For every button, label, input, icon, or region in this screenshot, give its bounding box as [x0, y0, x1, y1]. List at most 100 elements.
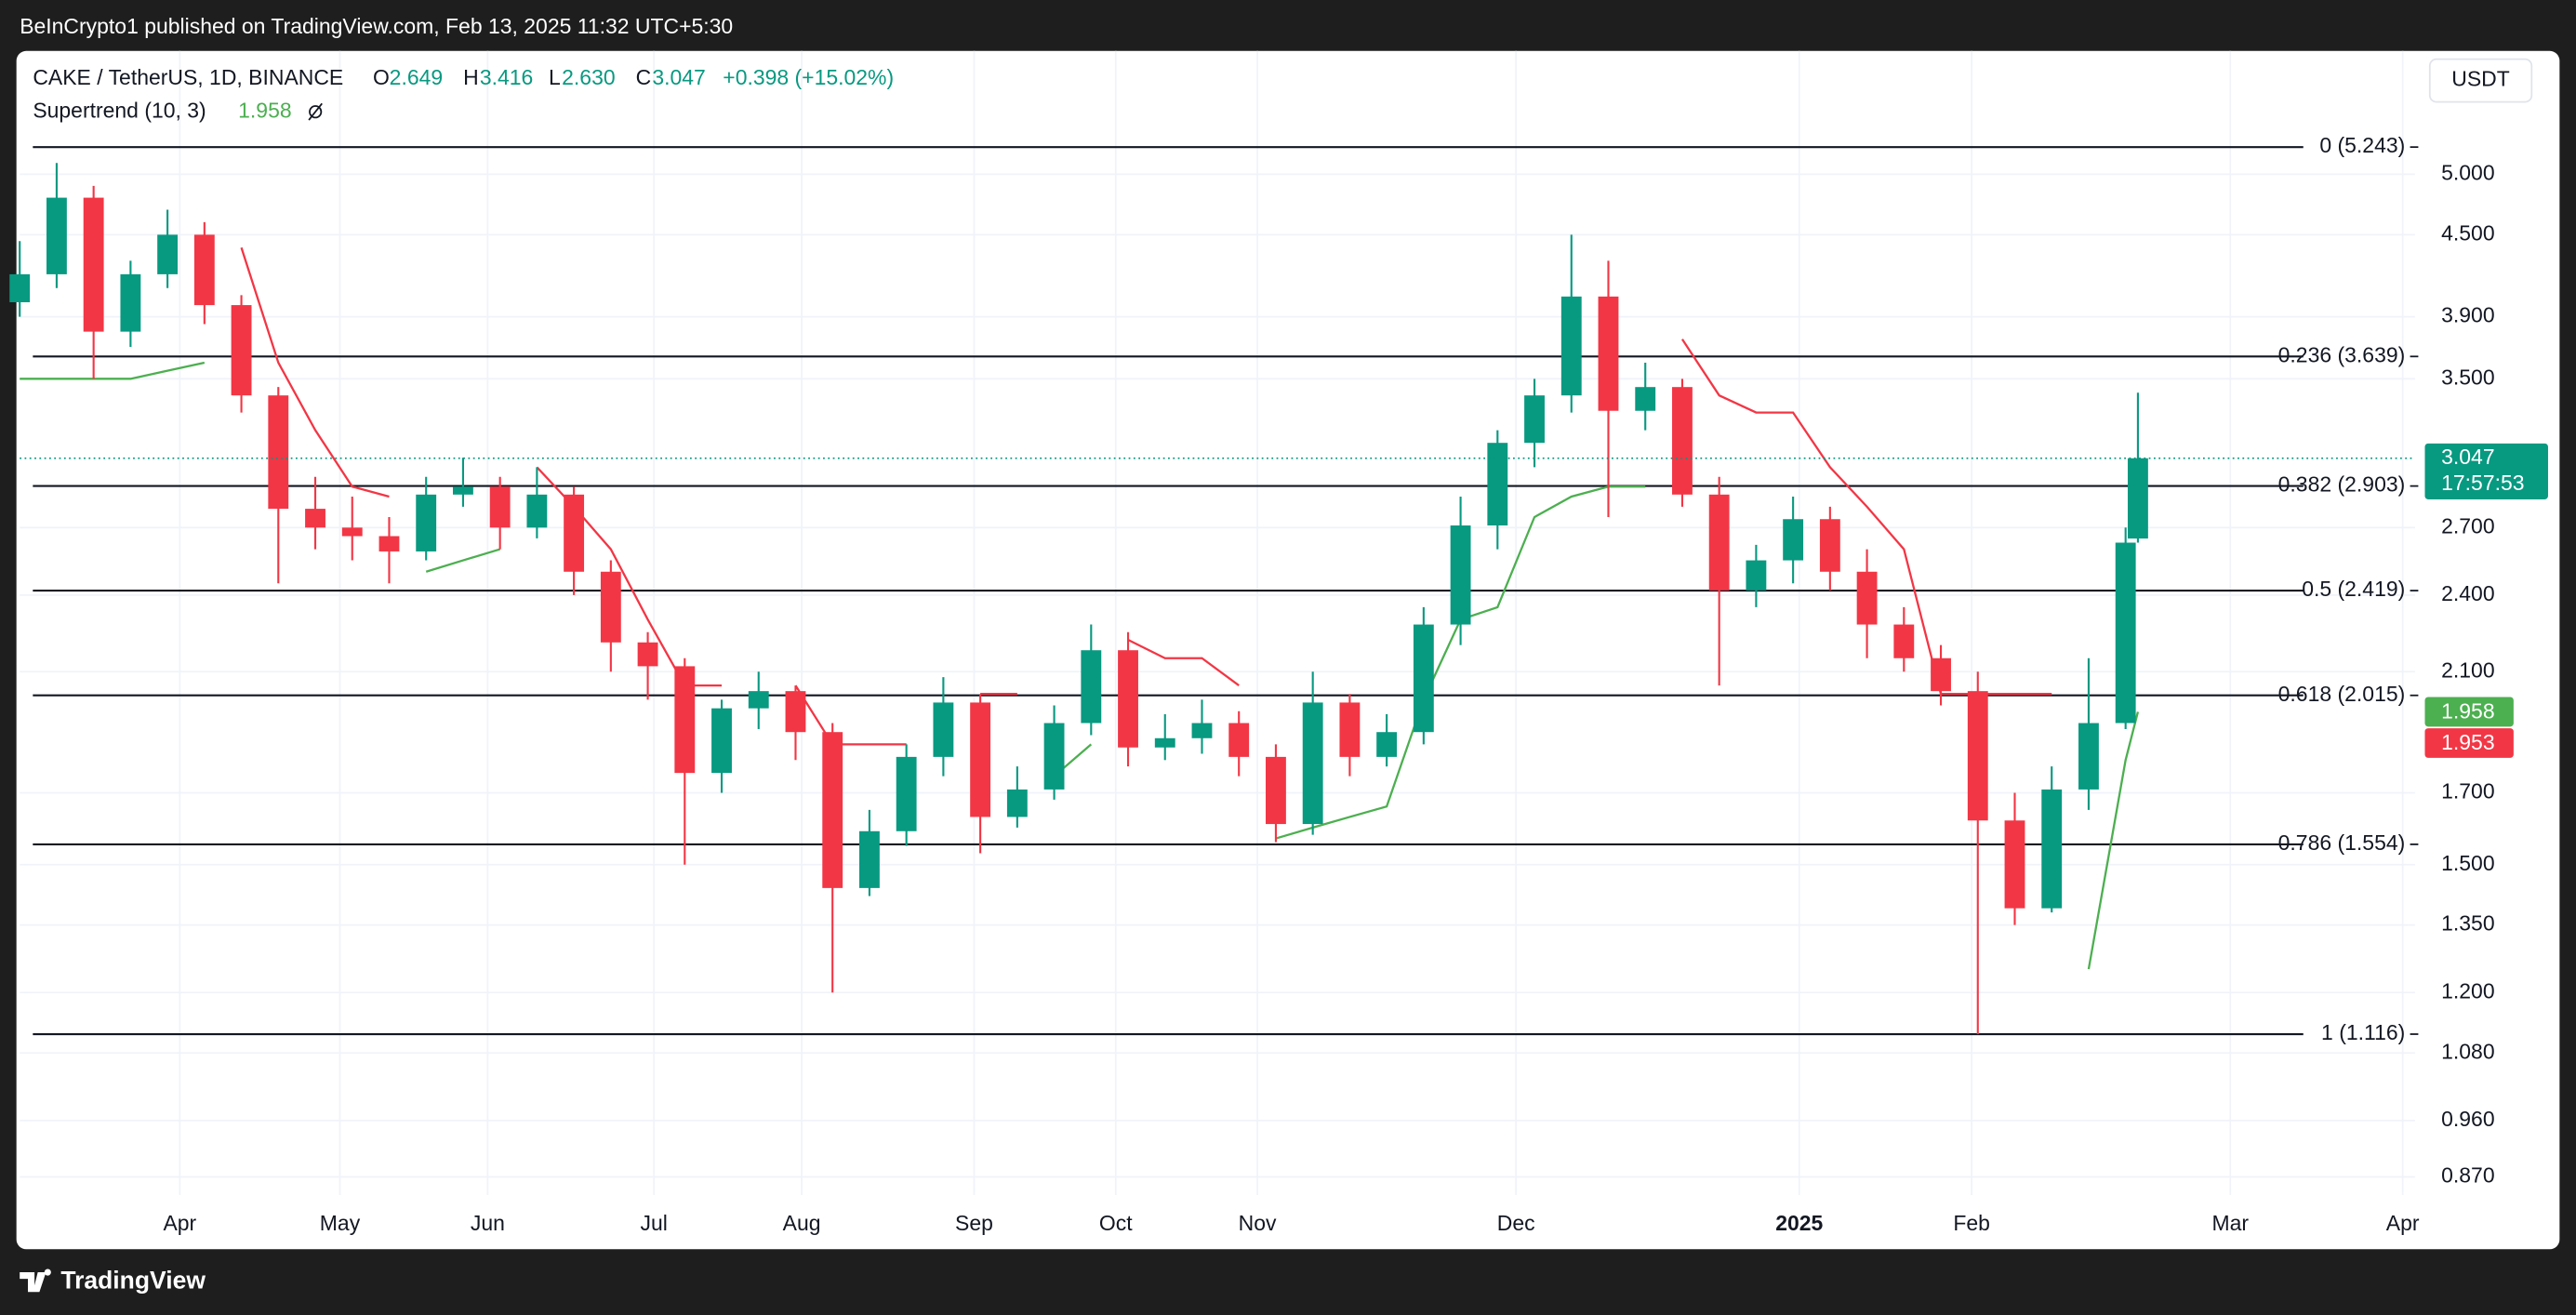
x-tick-label: May — [320, 1211, 361, 1235]
x-tick-label: Feb — [1953, 1211, 1990, 1235]
candle-body — [1893, 624, 1915, 658]
candle-body — [711, 708, 732, 774]
candle-body — [1266, 756, 1286, 825]
candle-body — [231, 305, 252, 396]
candle-body — [416, 494, 437, 551]
candle-body — [859, 830, 880, 888]
candle-body — [2078, 723, 2099, 790]
candle-body — [1967, 691, 1988, 821]
candle-body — [1006, 789, 1028, 817]
chart-panel — [16, 50, 2560, 1250]
candle-body — [1819, 519, 1840, 572]
y-tick-label: 5.000 — [2441, 160, 2494, 184]
candle-body — [1339, 702, 1361, 757]
y-tick-label: 1.080 — [2441, 1039, 2494, 1063]
hide-icon[interactable] — [308, 102, 323, 121]
fib-label: 0.618 (2.015) — [2278, 682, 2406, 706]
y-tick-label: 2.100 — [2441, 658, 2494, 682]
symbol-title: CAKE / TetherUS, 1D, BINANCE — [33, 65, 343, 89]
candle-body — [748, 691, 769, 709]
indicator-name[interactable]: Supertrend (10, 3) — [33, 98, 206, 122]
candle-body — [1191, 723, 1213, 738]
currency-button[interactable]: USDT — [2428, 58, 2533, 103]
x-tick-label: Apr — [2386, 1211, 2420, 1235]
x-tick-label: Mar — [2211, 1211, 2249, 1235]
candle-body — [970, 702, 991, 817]
candle-body — [1376, 732, 1398, 757]
candle-body — [1635, 387, 1656, 411]
y-tick-label: 1.700 — [2441, 779, 2494, 804]
legend: CAKE / TetherUS, 1D, BINANCE O 2.649 H 3… — [33, 65, 894, 122]
candle-body — [1931, 658, 1951, 692]
candle-body — [1081, 650, 1102, 724]
legend-low: 2.630 — [562, 65, 615, 89]
y-tick-label: 0.960 — [2441, 1107, 2494, 1131]
candle-body — [1302, 702, 1323, 825]
x-tick-label: Aug — [783, 1211, 821, 1235]
candle-body — [489, 486, 511, 528]
candle-body — [822, 732, 843, 888]
x-tick-label: Jun — [471, 1211, 505, 1235]
x-tick-label: Nov — [1239, 1211, 1277, 1235]
candle-body — [1228, 723, 1250, 757]
legend-h: H — [463, 65, 479, 89]
fib-label: 0.236 (3.639) — [2278, 342, 2406, 366]
candle-body — [674, 666, 696, 774]
fib-label: 0.382 (2.903) — [2278, 472, 2406, 497]
price-badge-label: 1.953 — [2441, 730, 2494, 754]
candle-body — [785, 691, 806, 733]
y-tick-label: 2.700 — [2441, 513, 2494, 538]
currency-label[interactable]: USDT — [2451, 67, 2510, 91]
supertrend-line — [20, 361, 2140, 970]
footer-logo[interactable]: TradingView — [20, 1267, 206, 1295]
y-tick-label: 1.500 — [2441, 851, 2494, 875]
legend-c: C — [636, 65, 652, 89]
y-tick-label: 3.500 — [2441, 365, 2494, 389]
candle-body — [120, 273, 141, 332]
candle-body — [896, 756, 917, 831]
legend-close: 3.047 — [652, 65, 705, 89]
candle-body — [2127, 458, 2148, 539]
legend-open: 2.649 — [390, 65, 443, 89]
price-badge — [2424, 697, 2514, 727]
candle-body — [1856, 571, 1878, 625]
candle-body — [564, 494, 585, 572]
candle-body — [193, 234, 215, 306]
candle-body — [526, 494, 548, 528]
candle-body — [933, 702, 954, 757]
y-tick-label: 0.870 — [2441, 1163, 2494, 1188]
indicator-value: 1.958 — [238, 98, 291, 122]
y-tick-label: 2.400 — [2441, 581, 2494, 605]
candle-body — [1598, 296, 1619, 411]
candle-body — [1154, 737, 1175, 748]
candle-body — [83, 197, 104, 332]
candle-body — [46, 197, 67, 274]
y-tick-label: 1.350 — [2441, 911, 2494, 936]
candle-body — [1487, 443, 1508, 526]
candle-body — [1672, 387, 1693, 495]
fib-label: 0.5 (2.419) — [2302, 577, 2405, 601]
candle-body — [637, 642, 658, 667]
legend-o: O — [373, 65, 390, 89]
x-tick-label: Jul — [641, 1211, 668, 1235]
supertrend-line — [240, 246, 2052, 746]
price-badge-label: 1.958 — [2441, 698, 2494, 723]
x-tick-label: Oct — [1099, 1211, 1133, 1235]
last-price-badge — [2424, 443, 2548, 499]
candle-body — [453, 486, 473, 495]
candle-body — [1708, 494, 1730, 591]
candle-body — [600, 571, 621, 643]
candle-body — [1118, 650, 1138, 748]
legend-change: +0.398 (+15.02%) — [723, 65, 894, 89]
candle-body — [305, 509, 325, 528]
candle-body — [1043, 723, 1065, 790]
footer-brand[interactable]: TradingView — [60, 1267, 206, 1295]
x-tick-label: 2025 — [1775, 1211, 1823, 1235]
fib-label: 0 (5.243) — [2319, 133, 2405, 157]
x-tick-label: Apr — [163, 1211, 196, 1235]
price-badge — [2424, 728, 2514, 758]
legend-high: 3.416 — [480, 65, 533, 89]
countdown-label: 17:57:53 — [2441, 471, 2524, 495]
candle-body — [157, 234, 179, 274]
candle-body — [268, 395, 289, 510]
